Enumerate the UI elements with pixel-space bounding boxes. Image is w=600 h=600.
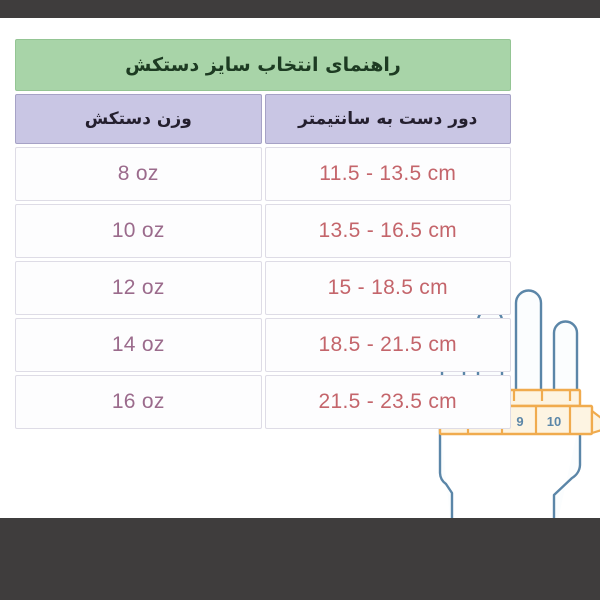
cell-circumference: 21.5 - 23.5 cm xyxy=(264,375,511,429)
tape-number-10: 10 xyxy=(547,414,561,429)
table-row: 12 oz 15 - 18.5 cm xyxy=(15,261,511,315)
weight-value: 12 oz xyxy=(111,276,165,299)
column-header-weight-label: وزن دستکش xyxy=(84,109,192,129)
glove-size-table: راهنمای انتخاب سایز دستکش وزن دستکش دور … xyxy=(12,36,514,432)
pinky-finger xyxy=(552,320,579,420)
content-card: 7 8 9 10 راهنمای انتخاب سایز دستکش وزن د… xyxy=(0,18,600,518)
cell-weight: 14 oz xyxy=(15,318,262,372)
circumference-value: 18.5 - 21.5 cm xyxy=(318,333,457,356)
table-row: 8 oz 11.5 - 13.5 cm xyxy=(15,147,511,201)
ring-finger xyxy=(514,289,543,417)
weight-value: 8 oz xyxy=(117,162,159,185)
page-title: راهنمای انتخاب سایز دستکش xyxy=(125,54,401,76)
cell-weight: 10 oz xyxy=(15,204,262,258)
table-row: 14 oz 18.5 - 21.5 cm xyxy=(15,318,511,372)
cell-circumference: 18.5 - 21.5 cm xyxy=(264,318,511,372)
table-title-cell: راهنمای انتخاب سایز دستکش xyxy=(15,39,511,91)
circumference-value: 21.5 - 23.5 cm xyxy=(318,390,457,413)
cell-weight: 16 oz xyxy=(15,375,262,429)
weight-value: 16 oz xyxy=(111,390,165,413)
circumference-value: 11.5 - 13.5 cm xyxy=(319,162,457,185)
weight-value: 10 oz xyxy=(111,219,165,242)
palm-and-wrist xyxy=(438,417,582,518)
cell-circumference: 11.5 - 13.5 cm xyxy=(264,147,511,201)
circumference-value: 15 - 18.5 cm xyxy=(327,276,448,299)
column-header-circumference: دور دست به سانتیمتر xyxy=(264,94,511,144)
tape-tail xyxy=(590,409,600,435)
weight-value: 14 oz xyxy=(111,333,165,356)
table-header-row: وزن دستکش دور دست به سانتیمتر xyxy=(15,94,511,144)
cell-circumference: 15 - 18.5 cm xyxy=(264,261,511,315)
table-row: 10 oz 13.5 - 16.5 cm xyxy=(15,204,511,258)
tape-number-9: 9 xyxy=(516,414,523,429)
column-header-circumference-label: دور دست به سانتیمتر xyxy=(298,109,478,129)
table-row: 16 oz 21.5 - 23.5 cm xyxy=(15,375,511,429)
circumference-value: 13.5 - 16.5 cm xyxy=(318,219,457,242)
column-header-weight: وزن دستکش xyxy=(15,94,262,144)
cell-weight: 12 oz xyxy=(15,261,262,315)
table-title-row: راهنمای انتخاب سایز دستکش xyxy=(15,39,511,91)
cell-circumference: 13.5 - 16.5 cm xyxy=(264,204,511,258)
cell-weight: 8 oz xyxy=(15,147,262,201)
